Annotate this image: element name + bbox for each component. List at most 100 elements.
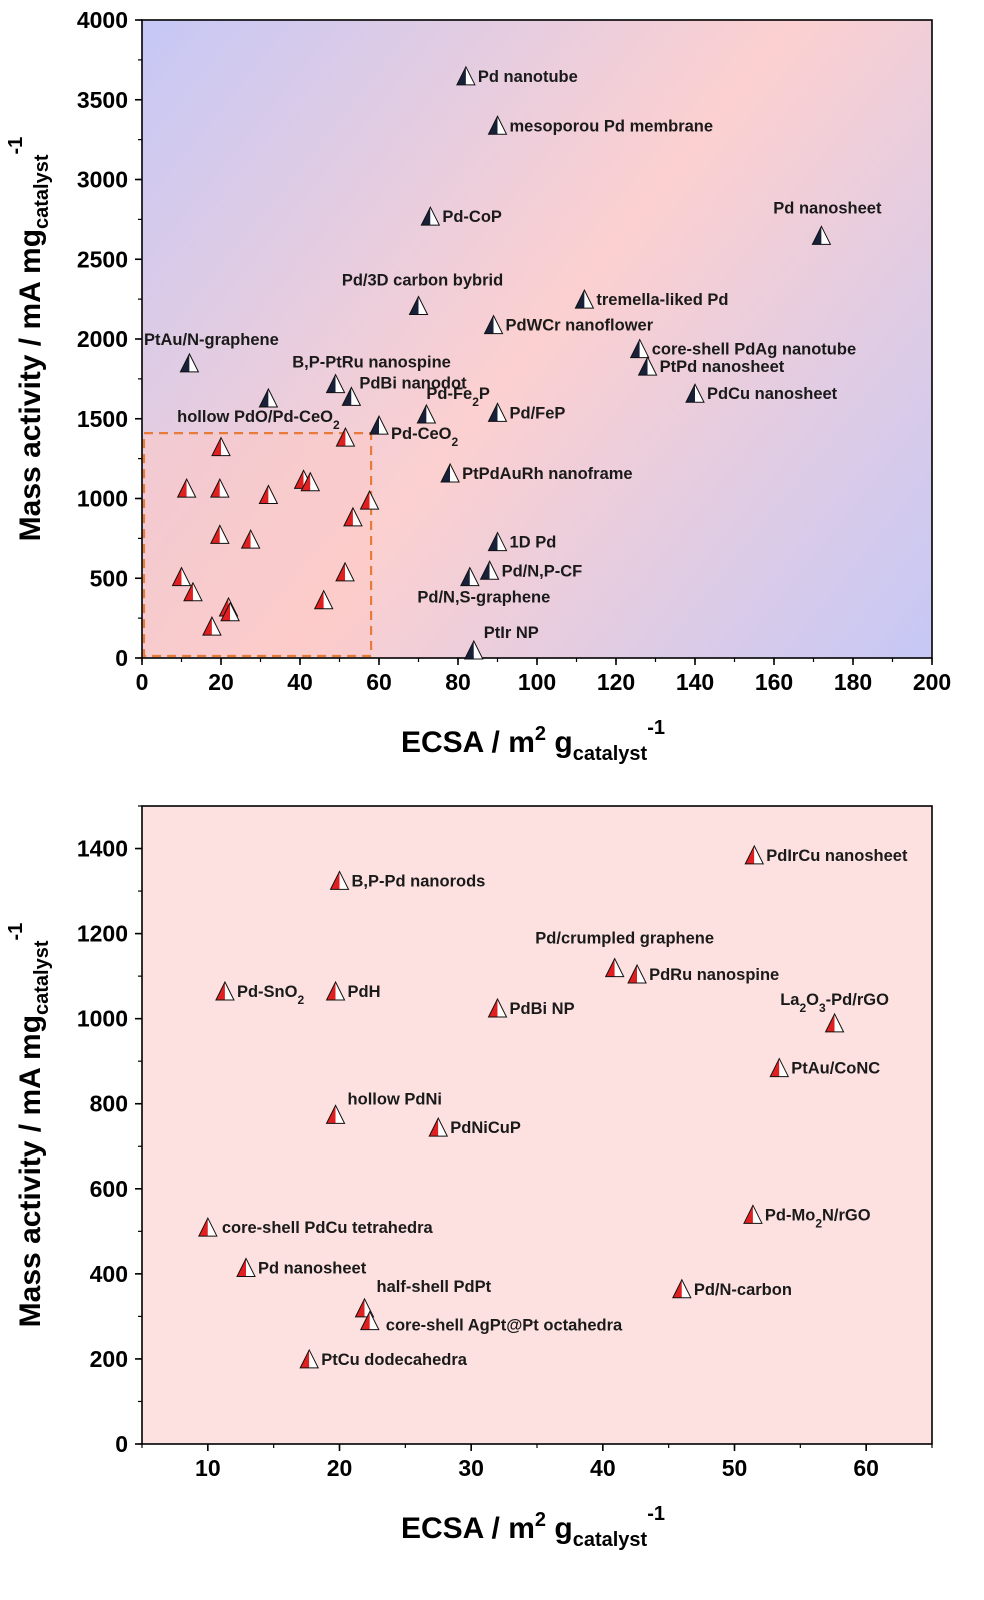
data-point xyxy=(685,383,705,403)
marker-outline xyxy=(463,639,484,660)
x-tick-label: 20 xyxy=(327,1455,353,1481)
data-points-layer: Pd nanotube mesoporou Pd membrane Pd-CoP Pd… xyxy=(144,65,882,660)
marker-outline xyxy=(743,1204,763,1224)
data-point xyxy=(416,403,437,424)
plot-background xyxy=(142,806,932,1444)
marker-outline xyxy=(210,478,230,498)
point-label: Pd/N,S-graphene xyxy=(417,589,550,607)
data-point xyxy=(824,1012,845,1033)
marker-outline xyxy=(824,1012,845,1033)
point-label: 1D Pd xyxy=(510,534,557,552)
marker-outline xyxy=(604,957,625,978)
marker-outline xyxy=(420,206,441,226)
marker-outline xyxy=(341,386,362,406)
marker-outline xyxy=(179,352,200,373)
marker-outline xyxy=(202,615,222,636)
point-label: Pd-Fe2P xyxy=(426,385,490,409)
x-tick-label: 180 xyxy=(834,669,872,695)
marker-outline xyxy=(335,426,356,447)
point-label: Pd nanosheet xyxy=(773,199,882,217)
point-label: PdCu nanosheet xyxy=(707,385,838,403)
data-point xyxy=(672,1278,692,1299)
x-tick-label: 200 xyxy=(913,669,951,695)
data-point xyxy=(198,1216,218,1237)
marker-outline xyxy=(343,506,363,527)
marker-outline xyxy=(325,373,346,394)
x-tick-label: 50 xyxy=(722,1455,748,1481)
point-label: Pd-SnO2 xyxy=(237,983,305,1007)
data-point xyxy=(574,289,595,309)
marker-outline xyxy=(483,314,504,335)
marker-outline xyxy=(487,997,508,1018)
y-tick-label: 0 xyxy=(115,1431,128,1457)
data-point xyxy=(744,844,765,865)
data-point xyxy=(236,1257,256,1277)
marker-outline xyxy=(769,1057,790,1078)
marker-outline xyxy=(236,1257,256,1277)
point-label: PtAu/CoNC xyxy=(791,1060,880,1078)
data-point xyxy=(359,1310,380,1331)
data-point xyxy=(428,1117,449,1137)
y-axis-title: Mass activity / mA mgcatalyst-1 xyxy=(5,137,53,542)
data-point xyxy=(487,531,508,552)
x-tick-label: 20 xyxy=(208,669,234,695)
data-point xyxy=(171,566,192,587)
x-tick-label: 140 xyxy=(676,669,714,695)
data-point xyxy=(487,997,508,1018)
x-tick-label: 60 xyxy=(853,1455,879,1481)
data-point xyxy=(769,1057,790,1078)
y-tick-label: 3500 xyxy=(77,87,128,113)
data-point xyxy=(335,426,356,447)
data-point xyxy=(202,615,222,636)
point-label: half-shell PdPt xyxy=(377,1278,492,1296)
y-tick-label: 4000 xyxy=(77,7,128,33)
data-point xyxy=(483,314,504,335)
point-label: B,P-PtRu nanospine xyxy=(292,354,451,372)
y-tick-label: 3000 xyxy=(77,167,128,193)
point-label: Pd/N,P-CF xyxy=(502,562,583,580)
data-point xyxy=(335,561,355,582)
data-points-layer: PdIrCu nanosheet B,P-Pd nanorods Pd/crumpl… xyxy=(198,844,908,1369)
data-point xyxy=(210,524,230,544)
point-label: PdBi nanodot xyxy=(359,374,467,392)
point-label: PdBi NP xyxy=(510,1000,575,1018)
data-point xyxy=(629,338,650,359)
marker-outline xyxy=(183,581,203,602)
x-tick-label: 100 xyxy=(518,669,556,695)
marker-outline xyxy=(258,484,279,505)
marker-outline xyxy=(487,115,508,135)
point-label: hollow PdO/Pd-CeO2 xyxy=(177,408,340,432)
point-label: PdWCr nanoflower xyxy=(506,317,654,335)
marker-outline xyxy=(354,1297,375,1318)
x-tick-label: 120 xyxy=(597,669,635,695)
y-tick-label: 1000 xyxy=(77,1006,128,1032)
data-point xyxy=(456,65,476,86)
marker-outline xyxy=(629,338,650,359)
point-label: Pd-CoP xyxy=(442,208,502,226)
data-point xyxy=(463,639,484,660)
marker-outline xyxy=(198,1216,218,1237)
point-label: Pd nanotube xyxy=(478,68,578,86)
data-point xyxy=(637,355,658,376)
data-point xyxy=(211,436,231,457)
point-label: Pd/FeP xyxy=(510,404,566,422)
marker-outline xyxy=(325,1104,346,1124)
y-tick-label: 500 xyxy=(90,565,128,591)
point-label: Pd/crumpled graphene xyxy=(535,930,714,948)
marker-outline xyxy=(637,355,658,376)
data-point xyxy=(440,462,460,483)
marker-outline xyxy=(744,844,765,865)
marker-outline xyxy=(672,1278,692,1299)
data-point xyxy=(299,1348,320,1369)
x-tick-label: 60 xyxy=(366,669,392,695)
marker-outline xyxy=(487,531,508,552)
marker-outline xyxy=(440,462,460,483)
data-point xyxy=(300,471,321,492)
marker-outline xyxy=(408,295,429,316)
point-label: B,P-Pd nanorods xyxy=(352,872,486,890)
data-point xyxy=(325,1104,346,1124)
marker-outline xyxy=(211,436,231,457)
data-point xyxy=(325,980,346,1001)
x-tick-label: 160 xyxy=(755,669,793,695)
chart-panel-bottom: 10 20 30 40 50 600200400600800100012001400ECS… xyxy=(5,805,933,1551)
